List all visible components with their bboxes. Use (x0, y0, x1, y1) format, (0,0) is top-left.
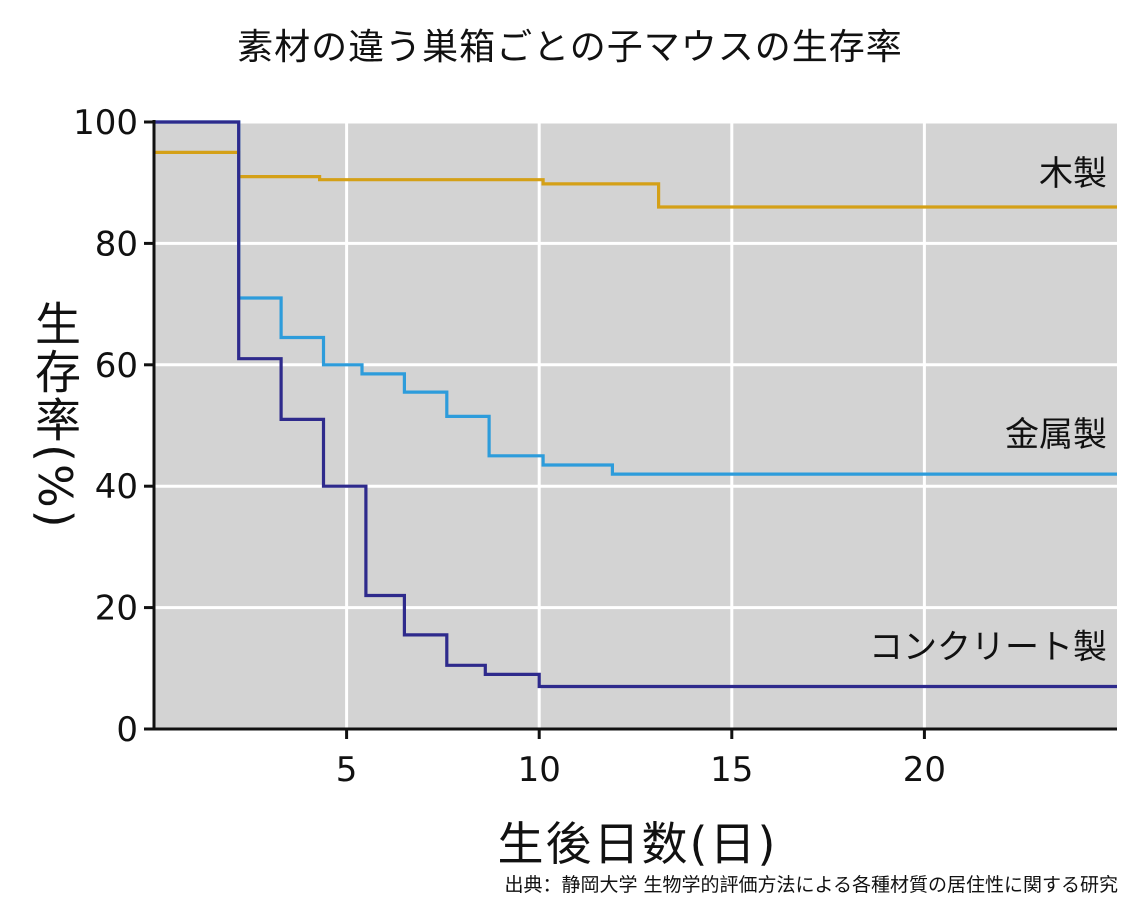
x-tick-label: 15 (710, 750, 753, 790)
source-note: 出典：静岡大学 生物学的評価方法による各種材質の居住性に関する研究 (504, 874, 1118, 896)
y-tick-label: 0 (116, 710, 138, 750)
series-label-0: 木製 (1039, 154, 1107, 194)
chart-title: 素材の違う巣箱ごとの子マウスの生存率 (237, 27, 903, 68)
x-tick-label: 10 (518, 750, 561, 790)
y-tick-label: 40 (95, 467, 138, 507)
y-tick-label: 20 (95, 589, 138, 629)
plot-background (154, 122, 1117, 729)
series-line-1 (154, 120, 1117, 476)
series-label-1: 金属製 (1005, 415, 1107, 455)
series-line-2 (154, 120, 1117, 689)
y-tick-label: 60 (95, 346, 138, 386)
y-tick-label: 100 (73, 103, 138, 143)
series-label-2: コンクリート製 (869, 628, 1107, 668)
x-tick-label: 5 (336, 750, 358, 790)
y-axis-label: 生存率(%) (28, 300, 82, 530)
y-tick-label: 80 (95, 224, 138, 264)
x-axis-label: 生後日数(日) (497, 817, 778, 871)
x-tick-label: 20 (903, 750, 946, 790)
